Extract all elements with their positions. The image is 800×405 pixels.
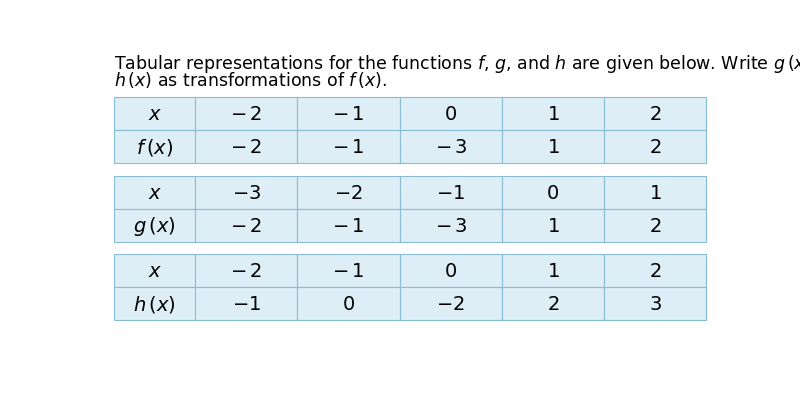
Text: $-\,2$: $-\,2$ — [230, 216, 262, 235]
Bar — [298, 98, 400, 131]
Bar — [604, 254, 706, 288]
Bar — [604, 131, 706, 164]
Bar — [604, 288, 706, 320]
Bar — [114, 254, 195, 288]
Bar — [298, 254, 400, 288]
Text: $-\,1$: $-\,1$ — [333, 216, 365, 235]
Text: $1$: $1$ — [546, 105, 559, 124]
Bar — [400, 254, 502, 288]
Bar — [400, 131, 502, 164]
Text: $x$: $x$ — [147, 183, 162, 202]
Bar — [502, 209, 604, 242]
Text: $2$: $2$ — [649, 216, 661, 235]
Text: $-\,2$: $-\,2$ — [230, 105, 262, 124]
Bar — [502, 254, 604, 288]
Bar — [400, 209, 502, 242]
Text: $-\,2$: $-\,2$ — [230, 138, 262, 157]
Bar — [604, 209, 706, 242]
Bar — [502, 176, 604, 209]
Text: $x$: $x$ — [147, 105, 162, 124]
Bar — [298, 209, 400, 242]
Text: $h\,(x)$ as transformations of $f\,(x)$.: $h\,(x)$ as transformations of $f\,(x)$. — [114, 70, 387, 90]
Text: $-2$: $-2$ — [334, 183, 363, 202]
Text: $-3$: $-3$ — [232, 183, 261, 202]
Text: $x$: $x$ — [147, 262, 162, 280]
Text: Tabular representations for the functions $f$, $g$, and $h$ are given below. Wri: Tabular representations for the function… — [114, 53, 800, 75]
Bar — [195, 131, 298, 164]
Bar — [195, 98, 298, 131]
Text: $2$: $2$ — [546, 294, 559, 313]
Bar — [604, 176, 706, 209]
Bar — [114, 176, 195, 209]
Bar — [298, 131, 400, 164]
Bar — [114, 209, 195, 242]
Bar — [195, 176, 298, 209]
Text: $1$: $1$ — [546, 216, 559, 235]
Bar — [502, 288, 604, 320]
Bar — [400, 98, 502, 131]
Text: $h\,(x)$: $h\,(x)$ — [134, 294, 176, 314]
Text: $0$: $0$ — [342, 294, 355, 313]
Text: $2$: $2$ — [649, 138, 661, 157]
Text: $0$: $0$ — [546, 183, 559, 202]
Bar — [114, 131, 195, 164]
Text: $1$: $1$ — [649, 183, 662, 202]
Bar — [502, 98, 604, 131]
Text: $1$: $1$ — [546, 262, 559, 280]
Text: $-2$: $-2$ — [436, 294, 465, 313]
Text: $-\,3$: $-\,3$ — [434, 216, 467, 235]
Text: $0$: $0$ — [444, 105, 457, 124]
Bar — [604, 98, 706, 131]
Text: $g\,(x)$: $g\,(x)$ — [134, 214, 176, 237]
Text: $-\,1$: $-\,1$ — [333, 262, 365, 280]
Text: $-\,1$: $-\,1$ — [333, 105, 365, 124]
Bar — [195, 254, 298, 288]
Text: $3$: $3$ — [649, 294, 662, 313]
Bar — [298, 288, 400, 320]
Text: $1$: $1$ — [546, 138, 559, 157]
Text: $2$: $2$ — [649, 262, 661, 280]
Bar — [114, 288, 195, 320]
Bar — [114, 98, 195, 131]
Text: $2$: $2$ — [649, 105, 661, 124]
Bar — [400, 176, 502, 209]
Text: $-\,2$: $-\,2$ — [230, 262, 262, 280]
Bar — [400, 288, 502, 320]
Text: $-1$: $-1$ — [436, 183, 465, 202]
Bar — [195, 209, 298, 242]
Text: $0$: $0$ — [444, 262, 457, 280]
Bar — [502, 131, 604, 164]
Bar — [195, 288, 298, 320]
Text: $-\,3$: $-\,3$ — [434, 138, 467, 157]
Text: $-\,1$: $-\,1$ — [333, 138, 365, 157]
Text: $-1$: $-1$ — [232, 294, 261, 313]
Text: $f\,(x)$: $f\,(x)$ — [136, 137, 174, 158]
Bar — [298, 176, 400, 209]
